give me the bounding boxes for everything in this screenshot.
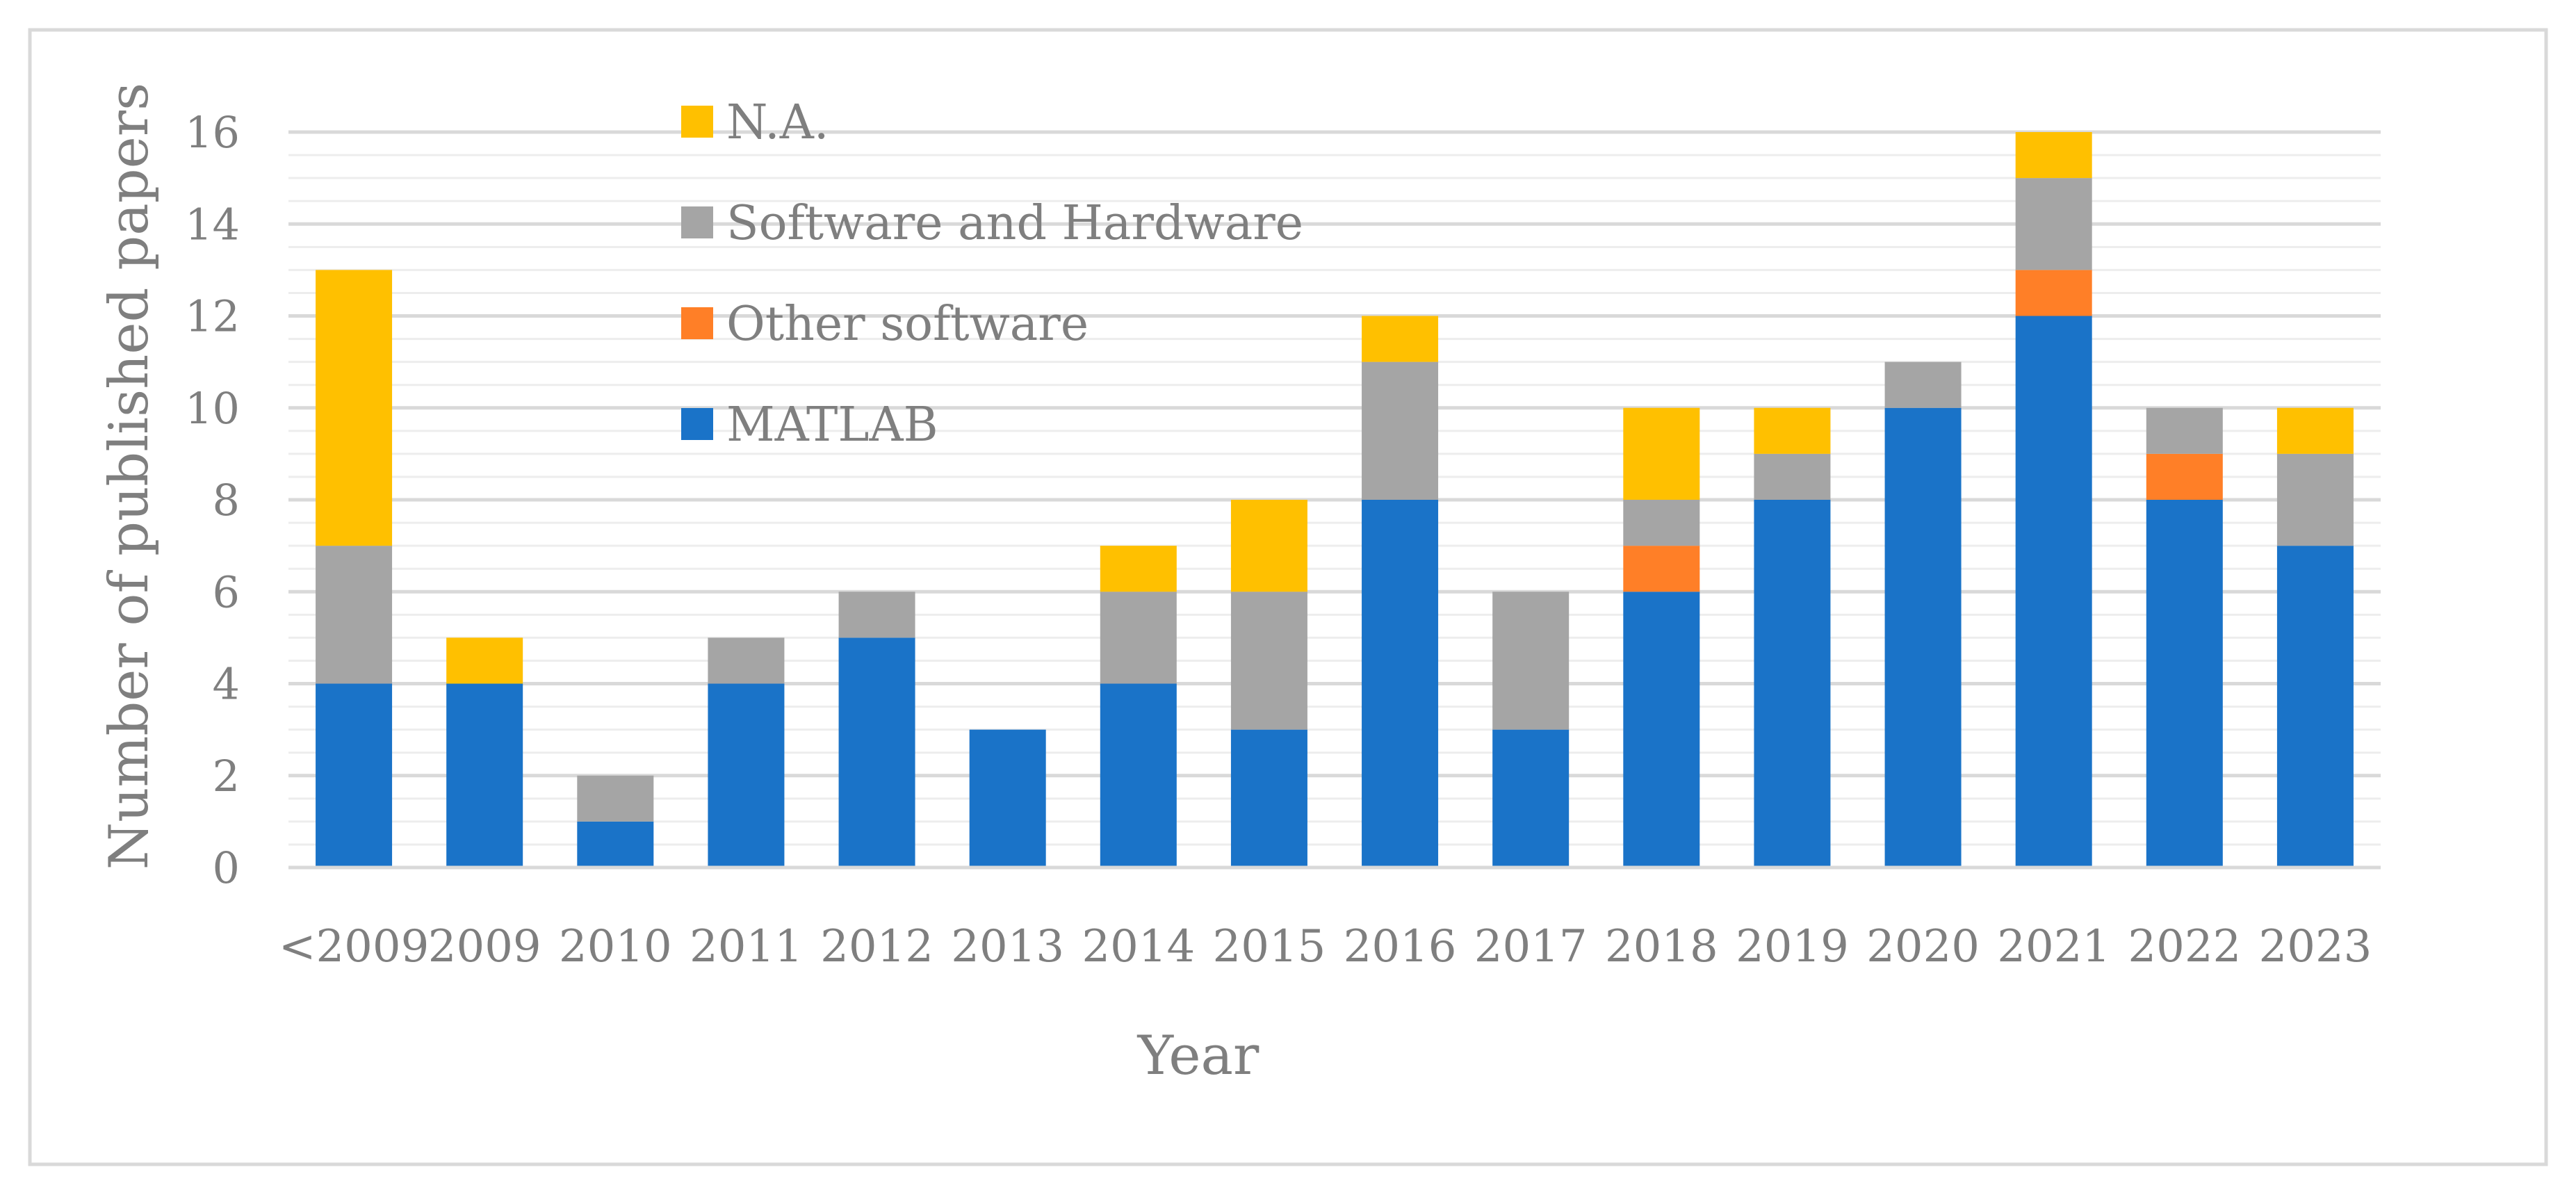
bar-segment-matlab-0 — [316, 683, 393, 868]
bar-segment-software-and-hardware-8 — [1362, 361, 1439, 500]
y-tick-label: 2 — [213, 751, 240, 801]
bar-segment-matlab-8 — [1362, 500, 1439, 868]
bar-segment-matlab-15 — [2276, 546, 2354, 868]
legend-swatch-software-and-hardware — [681, 206, 713, 238]
bar-segment-matlab-2 — [577, 821, 654, 868]
x-tick-label: 2019 — [1736, 921, 1849, 972]
bar-segment-n-a--15 — [2276, 407, 2354, 454]
legend-label-matlab: MATLAB — [726, 398, 938, 453]
x-axis-title: Year — [1137, 1025, 1260, 1087]
y-tick-label: 10 — [185, 383, 240, 434]
bar-segment-n-a--7 — [1230, 500, 1307, 592]
x-tick-label: 2017 — [1474, 921, 1588, 972]
y-tick-label: 12 — [185, 291, 240, 342]
bar-segment-software-and-hardware-3 — [708, 637, 785, 684]
y-axis-title: Number of published papers — [98, 83, 161, 870]
bar-segment-n-a--1 — [446, 637, 523, 684]
x-tick-label: 2012 — [820, 921, 934, 972]
bar-segment-matlab-13 — [2015, 316, 2092, 868]
legend-swatch-other-software — [681, 307, 713, 339]
bar-segment-software-and-hardware-15 — [2276, 453, 2354, 546]
bar-segment-software-and-hardware-9 — [1492, 592, 1570, 730]
bar-segment-software-and-hardware-2 — [577, 775, 654, 822]
bar-segment-software-and-hardware-12 — [1884, 361, 1962, 408]
bar-segment-matlab-3 — [708, 683, 785, 868]
legend: N.A. Software and Hardware Other software M… — [681, 95, 1303, 453]
y-tick-label: 16 — [185, 107, 240, 158]
bars — [316, 132, 2354, 868]
bar-segment-n-a--11 — [1754, 407, 1831, 454]
bar-segment-software-and-hardware-6 — [1100, 592, 1177, 684]
x-tick-label: 2011 — [690, 921, 803, 972]
bar-segment-matlab-7 — [1230, 729, 1307, 868]
x-tick-label: 2022 — [2128, 921, 2241, 972]
bar-segment-matlab-5 — [969, 729, 1046, 868]
bar-segment-software-and-hardware-7 — [1230, 592, 1307, 730]
legend-label-other-software: Other software — [726, 297, 1089, 352]
y-axis-tick-labels: 0 2 4 6 8 10 12 14 16 — [185, 107, 240, 893]
bar-segment-n-a--13 — [2015, 132, 2092, 179]
bar-segment-software-and-hardware-11 — [1754, 453, 1831, 500]
x-tick-label: <2009 — [279, 921, 430, 972]
y-tick-label: 4 — [213, 659, 240, 710]
bar-segment-n-a--10 — [1623, 407, 1700, 500]
x-tick-label: 2023 — [2259, 921, 2372, 972]
legend-label-software-and-hardware: Software and Hardware — [726, 196, 1303, 251]
y-tick-label: 14 — [185, 199, 240, 250]
bar-segment-other-software-13 — [2015, 270, 2092, 316]
x-tick-label: 2013 — [951, 921, 1064, 972]
x-tick-label: 2009 — [428, 921, 541, 972]
bar-segment-software-and-hardware-14 — [2146, 407, 2223, 454]
y-tick-label: 6 — [213, 567, 240, 617]
bar-segment-matlab-1 — [446, 683, 523, 868]
x-tick-label: 2016 — [1344, 921, 1457, 972]
x-tick-label: 2021 — [1997, 921, 2110, 972]
bar-segment-software-and-hardware-0 — [316, 546, 393, 684]
bar-segment-n-a--8 — [1362, 316, 1439, 362]
bar-segment-matlab-4 — [838, 637, 915, 868]
legend-swatch-matlab — [681, 408, 713, 440]
bar-segment-matlab-14 — [2146, 500, 2223, 868]
bar-segment-software-and-hardware-13 — [2015, 178, 2092, 270]
bar-segment-matlab-6 — [1100, 683, 1177, 868]
legend-swatch-n-a — [681, 106, 713, 138]
x-tick-label: 2015 — [1213, 921, 1326, 972]
bar-segment-matlab-12 — [1884, 407, 1962, 868]
bar-segment-matlab-9 — [1492, 729, 1570, 868]
bar-segment-software-and-hardware-10 — [1623, 500, 1700, 546]
x-tick-label: 2018 — [1605, 921, 1718, 972]
bar-segment-software-and-hardware-4 — [838, 592, 915, 638]
x-tick-label: 2010 — [559, 921, 672, 972]
bar-segment-n-a--6 — [1100, 546, 1177, 592]
bar-segment-n-a--0 — [316, 270, 393, 546]
bar-segment-other-software-10 — [1623, 546, 1700, 592]
y-tick-label: 8 — [213, 475, 240, 526]
x-tick-label: 2020 — [1866, 921, 1980, 972]
bar-segment-other-software-14 — [2146, 453, 2223, 500]
bar-segment-matlab-11 — [1754, 500, 1831, 868]
legend-label-n-a: N.A. — [726, 95, 829, 150]
y-tick-label: 0 — [213, 842, 240, 893]
bar-segment-matlab-10 — [1623, 592, 1700, 868]
x-tick-label: 2014 — [1082, 921, 1195, 972]
